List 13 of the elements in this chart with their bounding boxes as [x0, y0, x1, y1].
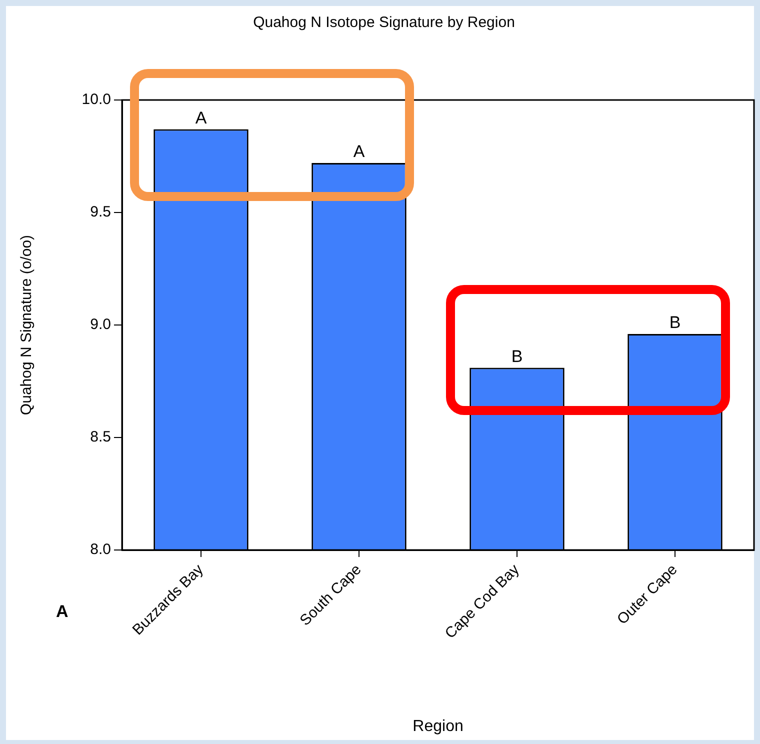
annotation: A — [195, 108, 208, 128]
text: A — [56, 602, 68, 622]
chart-title: Quahog N Isotope Signature by Region — [253, 14, 515, 32]
annotation: B — [669, 313, 681, 332]
annotation: A — [353, 142, 366, 162]
y-tick-label: 8.5 — [90, 428, 111, 446]
y-axis-title: Quahog N Signature (o/oo) — [18, 234, 36, 416]
y-tick-label: 9.5 — [90, 204, 111, 221]
y-tick-label: 9.0 — [90, 316, 111, 334]
x-axis-title: Region — [412, 718, 464, 735]
y-tick-label: 8.0 — [90, 541, 111, 558]
y-tick-label: 10.0 — [82, 91, 111, 108]
annotation: B — [511, 346, 523, 366]
